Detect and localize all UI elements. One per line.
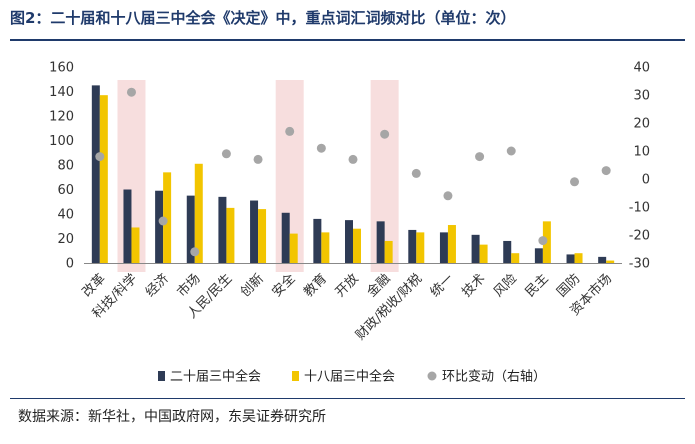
scatter-point (538, 236, 548, 246)
scatter-point (380, 129, 390, 139)
bar-二十届三中全会 (281, 212, 290, 263)
bar-二十届三中全会 (313, 218, 322, 263)
left-y-tick-label: 40 (57, 208, 74, 223)
right-y-tick-label: 30 (633, 89, 650, 104)
bar-十八届三中全会 (289, 233, 298, 263)
category-label: 统一 (428, 271, 457, 300)
legend-swatch-series2 (292, 371, 299, 381)
bar-十八届三中全会 (447, 225, 456, 263)
bar-十八届三中全会 (416, 232, 425, 263)
scatter-point (506, 146, 516, 156)
scatter-point (475, 152, 485, 162)
bar-二十届三中全会 (376, 221, 385, 263)
category-label: 技术 (459, 271, 488, 300)
category-label: 风险 (491, 271, 520, 300)
scatter-point (348, 154, 358, 164)
bar-二十届三中全会 (155, 190, 164, 263)
bar-十八届三中全会 (353, 228, 361, 263)
category-label: 教育 (300, 271, 330, 301)
right-y-tick-label: 10 (633, 145, 650, 160)
right-y-tick-label: -20 (629, 229, 650, 244)
scatter-point (601, 166, 611, 176)
bar-十八届三中全会 (384, 240, 393, 263)
bar-十八届三中全会 (258, 209, 267, 263)
category-label: 经济 (143, 271, 172, 300)
legend-label-series2: 十八届三中全会 (304, 369, 395, 385)
left-y-tick-label: 120 (49, 110, 74, 125)
chart-title: 图2：二十届和十八届三中全会《决定》中，重点词汇词频对比（单位：次） (10, 9, 516, 27)
bar-十八届三中全会 (479, 244, 488, 263)
right-y-tick-label: -30 (629, 257, 650, 272)
right-y-tick-label: -10 (629, 201, 650, 216)
left-y-tick-label: 100 (49, 134, 74, 149)
bar-十八届三中全会 (574, 253, 583, 263)
bar-十八届三中全会 (606, 260, 615, 263)
scatter-point (411, 168, 421, 178)
left-y-tick-label: 60 (57, 183, 74, 198)
bar-十八届三中全会 (511, 253, 520, 263)
category-label: 安全 (269, 271, 299, 301)
top-rule (10, 39, 685, 41)
source-note: 数据来源：新华社，中国政府网，东吴证券研究所 (18, 409, 326, 425)
right-y-tick-label: 0 (642, 173, 650, 188)
legend-swatch-series3 (427, 371, 437, 381)
category-label: 开放 (333, 271, 362, 300)
bar-二十届三中全会 (186, 195, 195, 263)
scatter-point (190, 247, 200, 257)
right-y-tick-label: 20 (633, 117, 650, 132)
bar-二十届三中全会 (250, 200, 259, 263)
scatter-point (285, 126, 295, 136)
bar-二十届三中全会 (439, 232, 448, 263)
scatter-point (126, 87, 136, 97)
bar-二十届三中全会 (598, 256, 607, 263)
left-y-tick-label: 160 (49, 61, 74, 76)
scatter-point (570, 177, 580, 187)
bars (91, 85, 615, 263)
left-y-tick-label: 0 (66, 257, 74, 272)
scatter-points (95, 87, 611, 257)
category-label: 民主 (523, 271, 552, 300)
bar-十八届三中全会 (131, 227, 140, 263)
left-y-axis: 0 20 40 60 80 100 120 140 160 (49, 61, 74, 272)
bar-二十届三中全会 (91, 85, 100, 263)
bar-二十届三中全会 (408, 229, 417, 263)
scatter-point (95, 152, 105, 162)
scatter-point (253, 154, 263, 164)
legend: 二十届三中全会 十八届三中全会 环比变动（右轴） (158, 369, 546, 385)
left-y-tick-label: 20 (57, 232, 74, 247)
legend-label-series1: 二十届三中全会 (170, 369, 261, 385)
legend-swatch-series1 (158, 371, 165, 381)
bar-二十届三中全会 (345, 220, 353, 263)
bar-十八届三中全会 (194, 163, 203, 263)
bar-二十届三中全会 (123, 189, 132, 263)
right-y-tick-label: 40 (633, 61, 650, 76)
scatter-point (443, 191, 453, 201)
bar-二十届三中全会 (218, 196, 227, 263)
scatter-point (316, 143, 326, 153)
bar-二十届三中全会 (534, 248, 543, 263)
bar-十八届三中全会 (99, 95, 108, 263)
bar-二十届三中全会 (503, 240, 512, 263)
bar-十八届三中全会 (321, 232, 330, 263)
bar-二十届三中全会 (566, 254, 575, 263)
legend-label-series3: 环比变动（右轴） (442, 369, 546, 385)
left-y-tick-label: 80 (57, 159, 74, 174)
bar-十八届三中全会 (163, 172, 172, 263)
scatter-point (221, 149, 231, 159)
right-y-axis: -30 -20 -10 0 10 20 30 40 (629, 61, 650, 272)
category-label: 创新 (237, 271, 267, 301)
bar-十八届三中全会 (226, 207, 235, 263)
scatter-point (158, 216, 168, 226)
bottom-rule (10, 398, 685, 399)
left-y-tick-label: 140 (49, 85, 74, 100)
bar-二十届三中全会 (471, 234, 480, 263)
